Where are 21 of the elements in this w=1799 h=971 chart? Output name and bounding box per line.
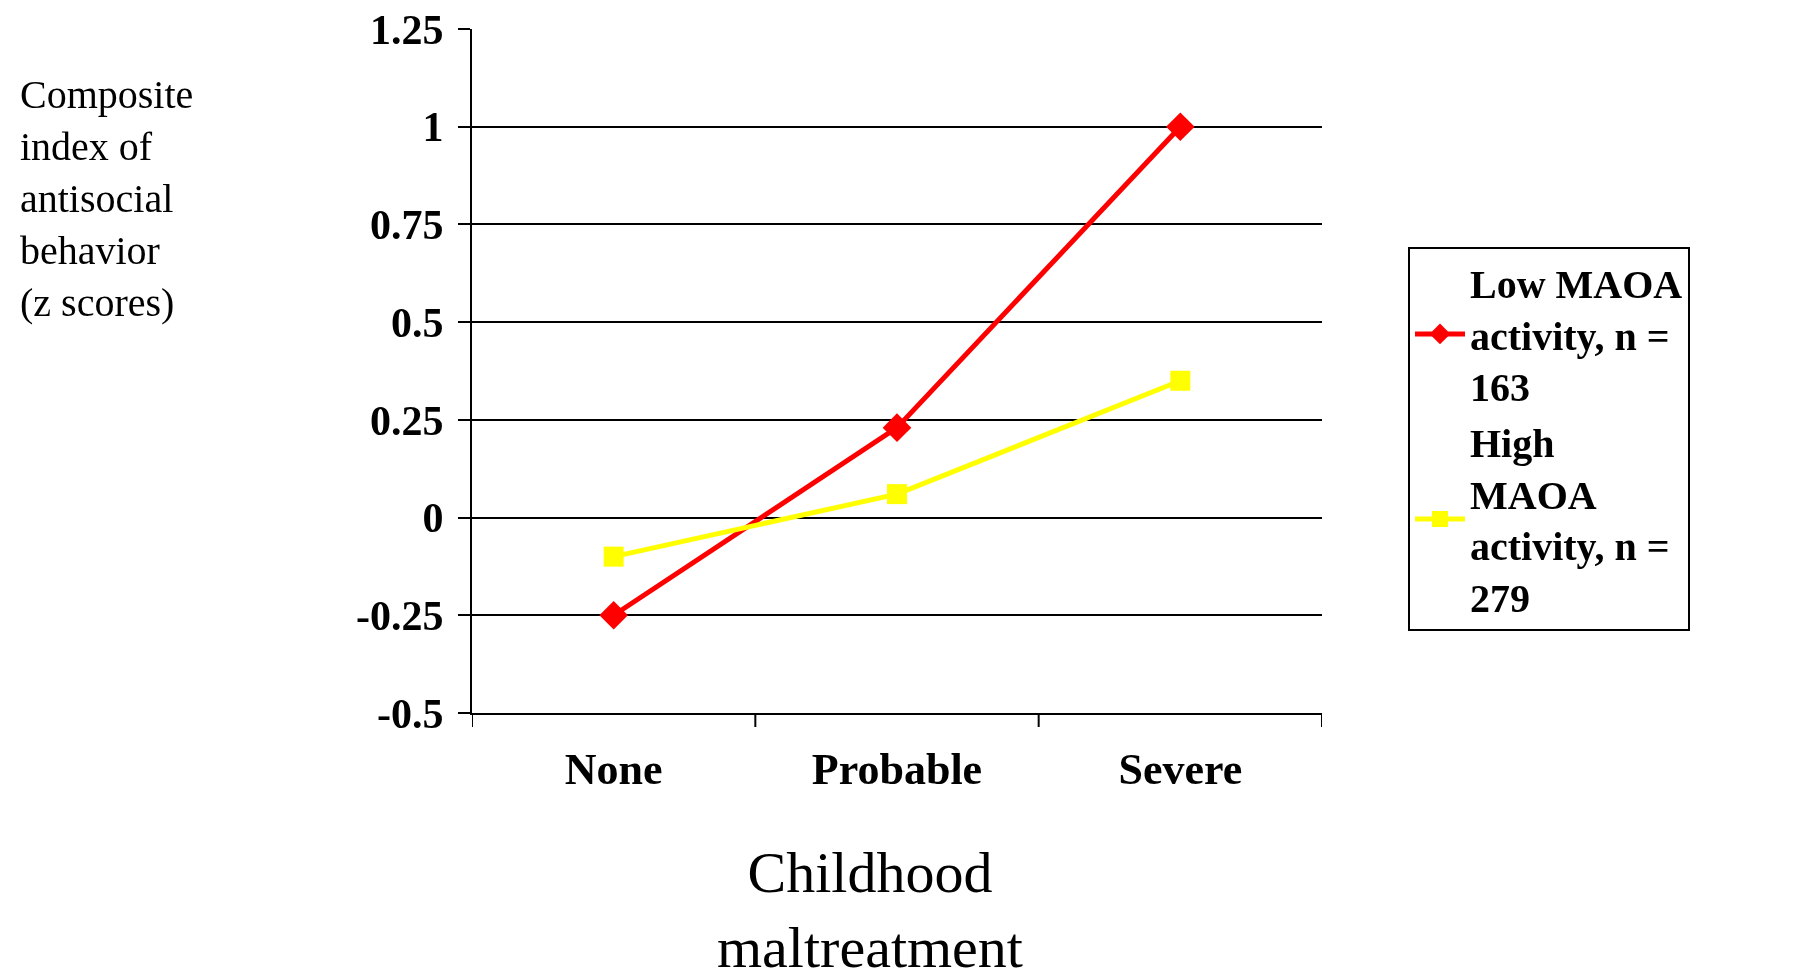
x-axis-title: Childhood maltreatment (717, 840, 1023, 971)
legend-label: High MAOA activity, n = 279 (1470, 420, 1670, 622)
x-tick-label: Probable (811, 744, 983, 794)
y-axis-title: Composite index of antisocial behavior (z scores) (20, 72, 194, 325)
y-tick-label: 1 (422, 104, 444, 151)
y-tick-label: 0.75 (370, 202, 444, 249)
y-tick-label: 0.5 (391, 299, 444, 346)
point (882, 413, 912, 442)
y-tick-label: 1.25 (370, 6, 444, 53)
point (1166, 112, 1195, 142)
point (603, 546, 624, 567)
y-tick-label: 0.25 (370, 397, 444, 444)
point (887, 484, 907, 505)
point (599, 600, 628, 630)
x-tick-label: Severe (1118, 744, 1243, 794)
x-tick-label: None (564, 744, 663, 794)
y-tick-label: -0.5 (377, 690, 444, 737)
y-tick-label: -0.25 (356, 592, 444, 639)
y-tick-label: 0 (422, 495, 444, 542)
legend-label: Low MAOA activity, n = 163 (1470, 261, 1683, 411)
point (1170, 370, 1191, 391)
